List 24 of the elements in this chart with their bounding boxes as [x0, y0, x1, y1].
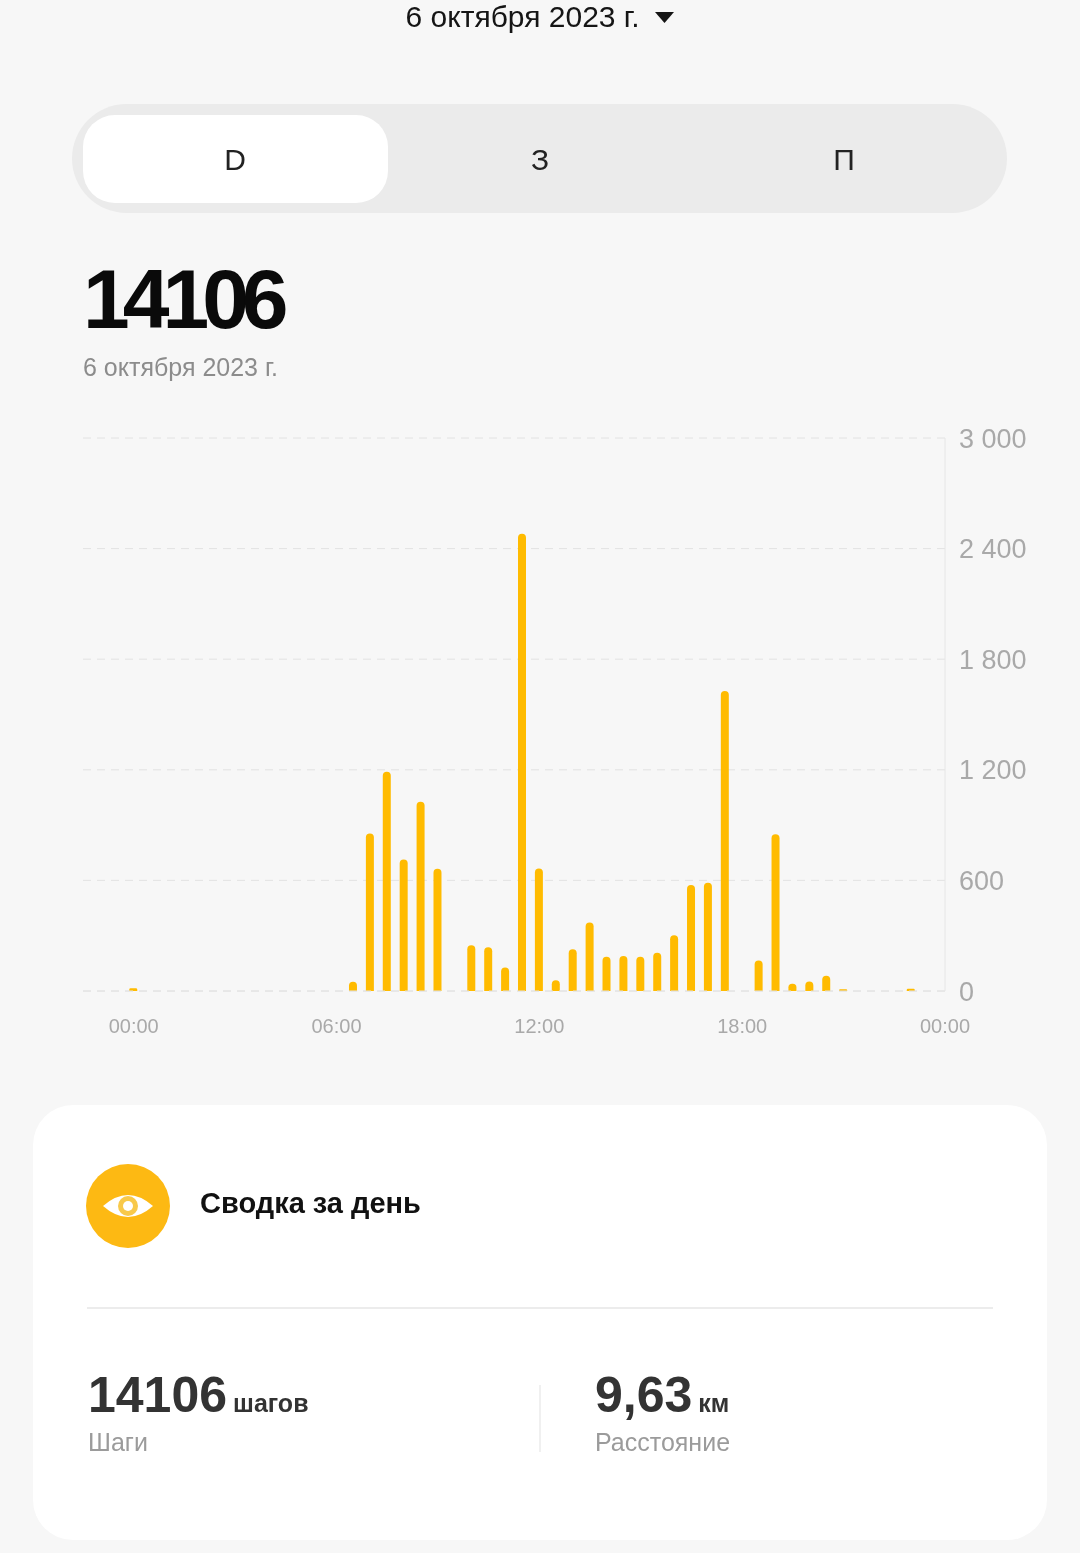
text: Расстояние: [595, 1427, 731, 1457]
chart-title: 14106: [83, 252, 282, 346]
x-tick-label: 18:00: [717, 1015, 768, 1038]
text: Сводка за день: [200, 1186, 421, 1220]
y-tick-label: 1 200: [959, 755, 1027, 786]
x-tick-label: 06:00: [311, 1015, 362, 1038]
text: 6 октября 2023 г.: [405, 0, 640, 35]
y-tick-label: 0: [959, 976, 975, 1007]
text: шагов: [233, 1388, 309, 1418]
text: Шаги: [88, 1427, 148, 1457]
text: З: [529, 142, 551, 178]
text: 14106: [88, 1366, 228, 1425]
x-tick-label: 12:00: [514, 1015, 565, 1038]
chart-subtitle: 6 октября 2023 г.: [83, 352, 278, 382]
text: 9,63: [595, 1366, 693, 1425]
text: П: [832, 142, 856, 178]
text: D: [223, 142, 247, 178]
x-tick-label: 00:00: [919, 1015, 971, 1038]
y-tick-label: 2 400: [959, 534, 1027, 565]
y-tick-label: 3 000: [959, 423, 1027, 454]
text: км: [698, 1388, 730, 1418]
x-tick-label: 00:00: [108, 1015, 159, 1038]
y-tick-label: 1 800: [959, 644, 1027, 675]
y-tick-label: 600: [959, 865, 1005, 896]
